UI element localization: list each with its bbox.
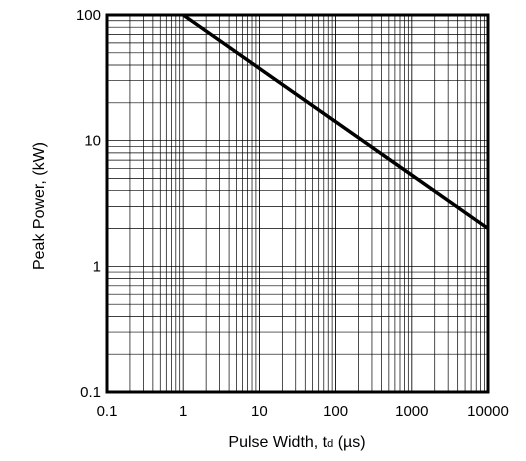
y-axis-ticks: 0.1 1 10 100 [76,7,101,401]
y-axis-title: Peak Power, (kW) [31,142,48,270]
y-tick-label: 100 [76,7,101,24]
series-line [182,13,490,230]
x-tick-label: 0.1 [97,403,118,420]
x-tick-label: 10000 [467,403,509,420]
x-tick-label: 1000 [395,403,428,420]
plot-frame [105,13,490,394]
x-axis-title: Pulse Width, td (µs) [228,434,365,451]
grid [107,15,488,392]
y-tick-label: 10 [84,133,101,150]
y-tick-label: 1 [93,258,101,275]
series-group [182,13,490,230]
x-axis-title-unit: (µs) [333,434,365,451]
x-tick-label: 1 [179,403,187,420]
y-tick-label: 0.1 [80,384,101,401]
x-tick-label: 100 [323,403,348,420]
x-axis-title-main: Pulse Width, t [228,434,327,451]
x-axis-title-subscript: d [327,438,333,450]
x-axis-ticks: 0.1 1 10 100 1000 10000 [97,403,509,420]
x-tick-label: 10 [251,403,268,420]
